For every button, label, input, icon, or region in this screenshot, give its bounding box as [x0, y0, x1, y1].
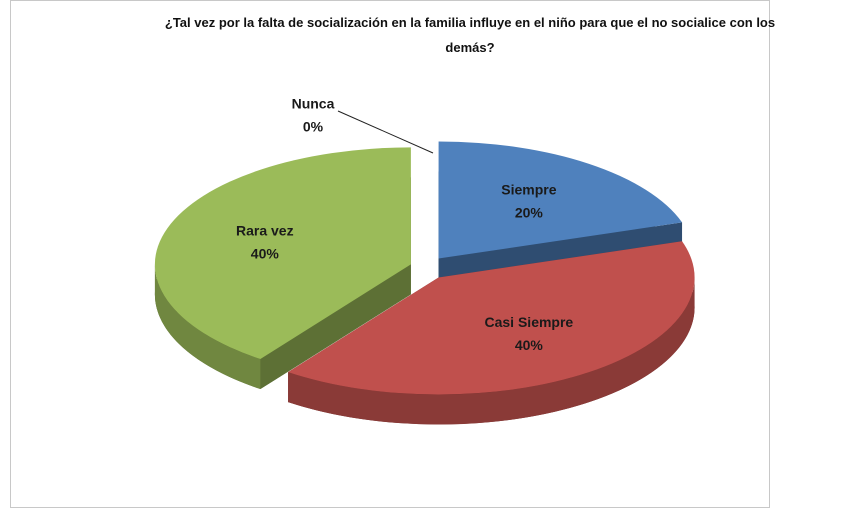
chart-frame: [10, 0, 770, 508]
data-label-name: Siempre: [501, 181, 556, 197]
pie-slice: [288, 241, 695, 425]
data-label-value: 0%: [303, 119, 324, 135]
data-label-value: 40%: [515, 337, 544, 353]
slice-side: [154, 264, 261, 390]
data-label-value: 40%: [251, 245, 280, 261]
slice-top: [154, 147, 411, 360]
slice-side: [288, 277, 695, 425]
data-label-name: Nunca: [292, 96, 335, 112]
data-label-value: 20%: [515, 204, 544, 220]
pie-slice: [154, 147, 411, 390]
data-label-name: Rara vez: [236, 222, 294, 238]
slice-top: [438, 141, 683, 259]
leader-line: [337, 110, 434, 154]
chart-title: ¿Tal vez por la falta de socialización e…: [164, 15, 776, 55]
slice-top: [288, 241, 695, 395]
slice-wall: [260, 264, 411, 390]
data-label-name: Casi Siempre: [485, 314, 574, 330]
